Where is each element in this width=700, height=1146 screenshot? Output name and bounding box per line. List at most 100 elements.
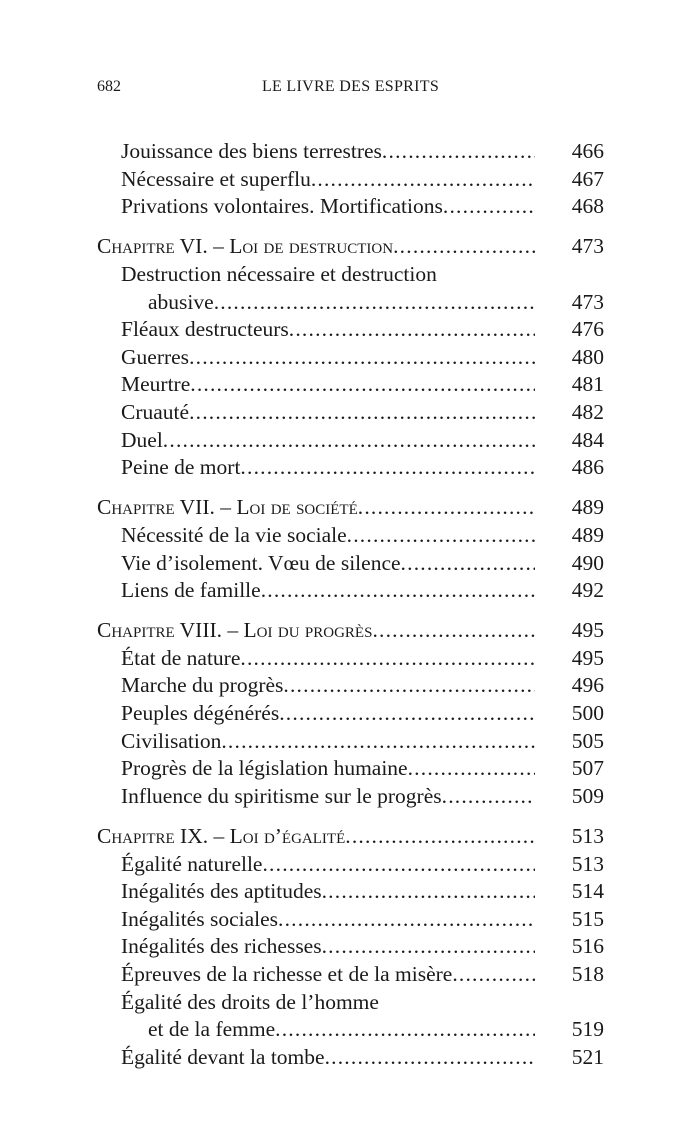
dot-leader: ........................................… xyxy=(240,645,535,670)
dot-leader: ........................................… xyxy=(262,851,535,876)
dot-leader: ........................................… xyxy=(288,317,535,342)
dot-leader: ........................................… xyxy=(189,399,535,424)
entry-title: Épreuves de la richesse et de la misère xyxy=(121,962,453,986)
toc-section: Jouissance des biens terrestres.........… xyxy=(97,138,604,221)
entry-title: Nécessaire et superflu xyxy=(121,166,311,191)
entry-title: Chapitre VI. – Loi de destruction xyxy=(97,234,394,259)
toc-entry: Vie d’isolement. Vœu de silence.........… xyxy=(97,550,604,578)
entry-page-number: 482 xyxy=(571,399,604,424)
entry-page-number: 492 xyxy=(571,578,604,603)
entry-title: Destruction nécessaire et destruction xyxy=(121,261,437,286)
entry-title: Chapitre VIII. – Loi du progrès xyxy=(97,618,373,643)
entry-title: Inégalités sociales xyxy=(121,906,279,931)
page-number: 682 xyxy=(97,78,121,95)
entry-page-number: 481 xyxy=(571,372,604,397)
entry-page-number: 515 xyxy=(571,906,604,931)
dot-leader: ........................................… xyxy=(213,289,535,314)
entry-page-number: 516 xyxy=(571,934,604,959)
entry-page-number: 507 xyxy=(571,756,604,781)
toc-entry: Marche du progrès.......................… xyxy=(97,672,604,700)
toc-entry: Progrès de la législation humaine.......… xyxy=(97,755,604,783)
entry-page-number: 484 xyxy=(571,427,604,452)
entry-page-number: 505 xyxy=(571,728,604,753)
entry-title: Peuples dégénérés xyxy=(121,701,280,726)
toc-entry: Jouissance des biens terrestres.........… xyxy=(97,138,604,166)
dot-leader: ........................................… xyxy=(240,455,535,480)
dot-leader: ........................................… xyxy=(345,824,535,849)
dot-leader: ........................................… xyxy=(393,234,535,259)
toc-entry: Nécessité de la vie sociale.............… xyxy=(97,522,604,550)
entry-title: Égalité des droits de l’homme xyxy=(121,989,379,1014)
entry-title: Cruauté xyxy=(121,399,190,424)
toc-entry: Influence du spiritisme sur le progrès..… xyxy=(97,783,604,811)
entry-title: Meurtre xyxy=(121,372,191,397)
entry-page-number: 519 xyxy=(571,1017,604,1042)
entry-title: Égalité devant la tombe xyxy=(121,1044,325,1069)
entry-page-number: 489 xyxy=(571,495,604,520)
entry-page-number: 514 xyxy=(571,879,604,904)
dot-leader: ........................................… xyxy=(321,934,535,959)
toc-entry: Égalité devant la tombe.................… xyxy=(97,1044,604,1072)
toc-entry: État de nature..........................… xyxy=(97,645,604,673)
toc-entry: Privations volontaires. Mortifications..… xyxy=(97,193,604,221)
toc-entry: Fléaux destructeurs.....................… xyxy=(97,316,604,344)
entry-title: Nécessité de la vie sociale xyxy=(121,522,347,547)
toc-section: Chapitre VI. – Loi de destruction.......… xyxy=(97,233,604,481)
dot-leader: ........................................… xyxy=(278,906,535,931)
toc-entry: Inégalités des richesses................… xyxy=(97,933,604,961)
toc-entry: Duel....................................… xyxy=(97,427,604,455)
entry-title: Influence du spiritisme sur le progrès xyxy=(121,783,442,808)
dot-leader: ........................................… xyxy=(310,166,535,191)
chapter-heading: Chapitre VI. – Loi de destruction.......… xyxy=(97,233,604,261)
entry-page-number: 467 xyxy=(571,166,604,191)
entry-title: Vie d’isolement. Vœu de silence xyxy=(121,550,401,575)
chapter-heading: Chapitre VII. – Loi de société..........… xyxy=(97,494,604,522)
entry-title: Chapitre IX. – Loi d’égalité xyxy=(97,824,346,849)
toc-entry: Inégalités des aptitudes................… xyxy=(97,878,604,906)
toc-section: Chapitre IX. – Loi d’égalité............… xyxy=(97,823,604,1071)
toc-entry: et de la femme..........................… xyxy=(97,1016,604,1044)
dot-leader: ........................................… xyxy=(442,194,535,219)
dot-leader: ........................................… xyxy=(372,618,535,643)
entry-page-number: 518 xyxy=(571,962,604,986)
dot-leader: ........................................… xyxy=(260,578,535,603)
toc-entry: Nécessaire et superflu..................… xyxy=(97,166,604,194)
entry-page-number: 521 xyxy=(571,1044,604,1069)
entry-page-number: 473 xyxy=(571,234,604,259)
dot-leader: ........................................… xyxy=(441,783,535,808)
toc-entry: Liens de famille........................… xyxy=(97,577,604,605)
entry-title: Jouissance des biens terrestres xyxy=(121,139,382,163)
entry-title: Privations volontaires. Mortifications xyxy=(121,194,443,219)
dot-leader: ........................................… xyxy=(452,962,535,986)
entry-title: Égalité naturelle xyxy=(121,851,263,876)
entry-title: Inégalités des richesses xyxy=(121,934,322,959)
running-title: LE LIVRE DES ESPRITS xyxy=(261,78,440,95)
entry-title: Civilisation xyxy=(121,728,222,753)
dot-leader: ........................................… xyxy=(381,139,535,163)
dot-leader: ........................................… xyxy=(279,701,535,726)
dot-leader: ........................................… xyxy=(162,427,535,452)
entry-page-number: 495 xyxy=(571,645,604,670)
entry-title: Inégalités des aptitudes xyxy=(121,879,322,904)
running-header: 682 LE LIVRE DES ESPRITS xyxy=(97,78,604,102)
entry-title: État de nature xyxy=(121,645,241,670)
chapter-heading: Chapitre IX. – Loi d’égalité............… xyxy=(97,823,604,851)
toc-entry: Épreuves de la richesse et de la misère.… xyxy=(97,961,604,989)
dot-leader: ........................................… xyxy=(407,756,535,781)
entry-page-number: 500 xyxy=(571,701,604,726)
entry-title: et de la femme xyxy=(148,1017,276,1042)
toc-entry: Inégalités sociales.....................… xyxy=(97,906,604,934)
entry-title: abusive xyxy=(148,289,214,314)
dot-leader: ........................................… xyxy=(189,344,535,369)
chapter-heading: Chapitre VIII. – Loi du progrès.........… xyxy=(97,617,604,645)
dot-leader: ........................................… xyxy=(346,522,535,547)
dot-leader: ........................................… xyxy=(283,673,535,698)
entry-page-number: 495 xyxy=(571,618,604,643)
dot-leader: ........................................… xyxy=(275,1017,535,1042)
toc-entry: Destruction nécessaire et destruction xyxy=(97,261,604,289)
toc-entry: abusive.................................… xyxy=(97,289,604,317)
entry-title: Duel xyxy=(121,427,163,452)
entry-page-number: 513 xyxy=(571,824,604,849)
entry-title: Liens de famille xyxy=(121,578,261,603)
entry-title: Progrès de la législation humaine xyxy=(121,756,408,781)
